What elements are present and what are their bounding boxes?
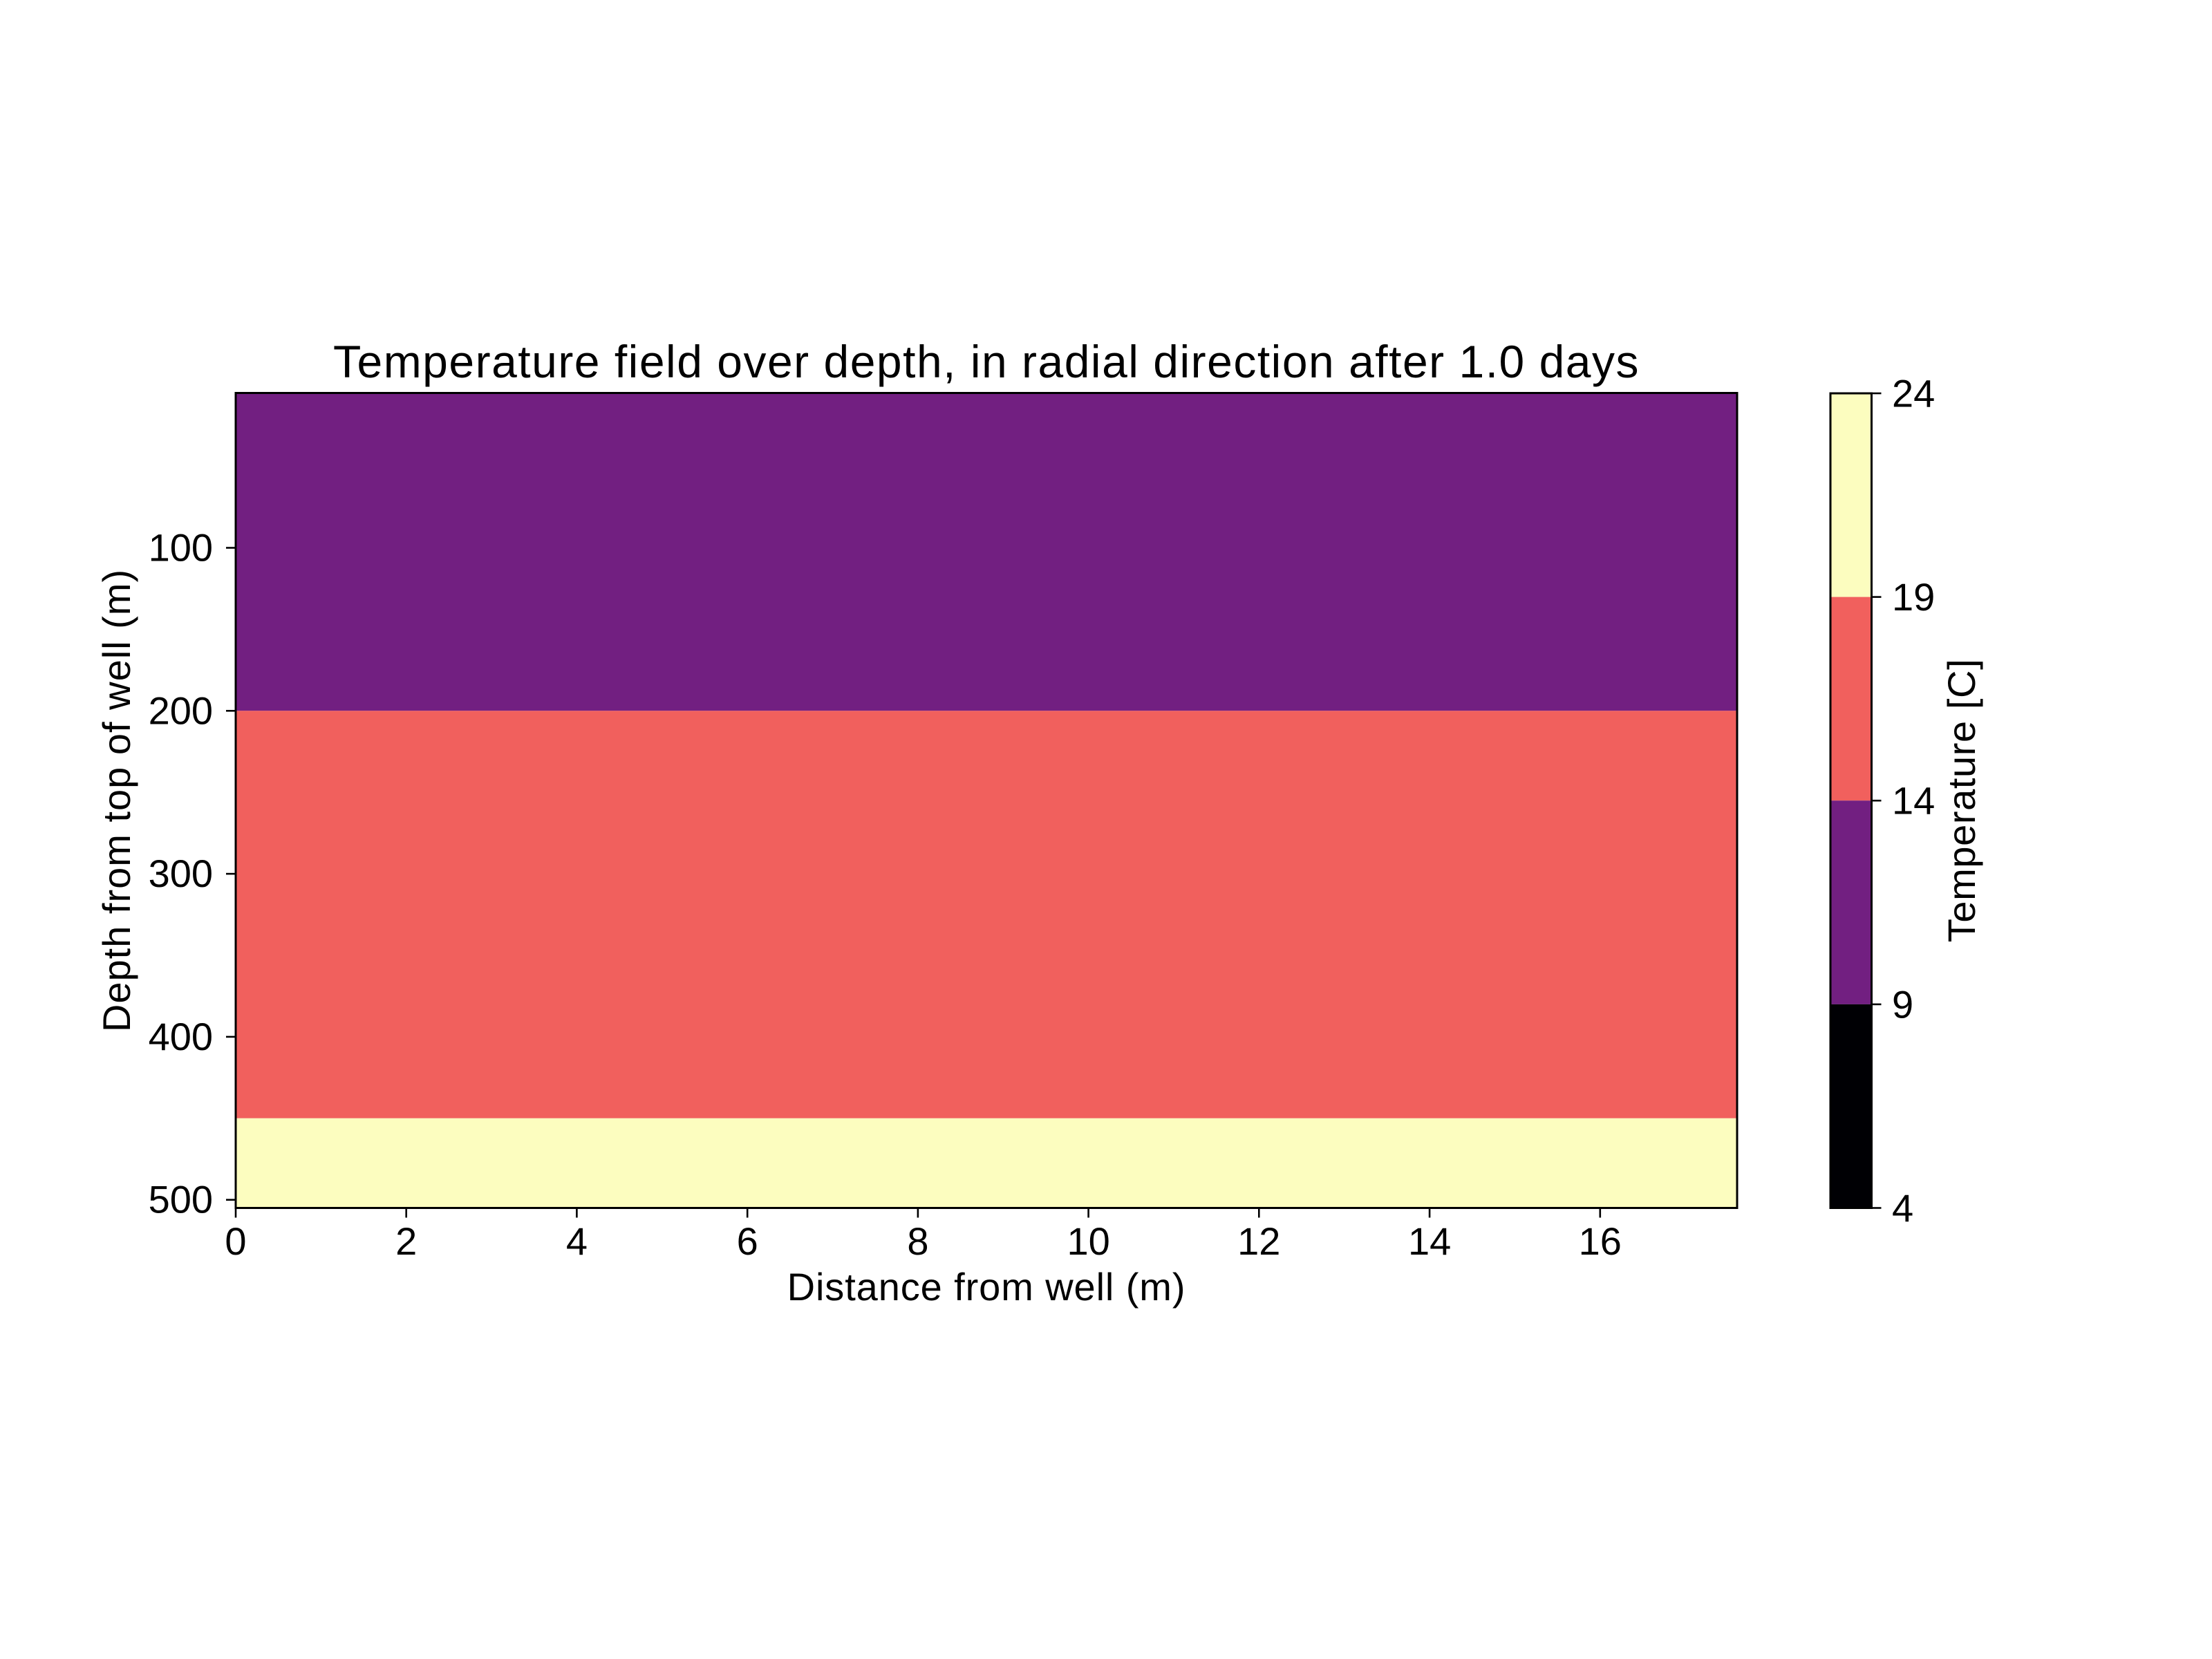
- svg-text:8: 8: [907, 1219, 928, 1263]
- svg-text:24: 24: [1892, 372, 1935, 415]
- svg-text:500: 500: [149, 1178, 213, 1221]
- svg-text:16: 16: [1579, 1219, 1622, 1263]
- svg-text:4: 4: [566, 1219, 588, 1263]
- svg-text:Depth from top of well (m): Depth from top of well (m): [95, 569, 138, 1032]
- svg-text:400: 400: [149, 1015, 213, 1058]
- svg-text:19: 19: [1892, 575, 1935, 619]
- svg-text:10: 10: [1067, 1219, 1109, 1263]
- svg-text:300: 300: [149, 852, 213, 895]
- svg-text:6: 6: [737, 1219, 758, 1263]
- svg-text:4: 4: [1892, 1186, 1913, 1230]
- svg-text:14: 14: [1892, 779, 1935, 823]
- svg-text:Temperature field over depth,: Temperature field over depth, in radial …: [333, 336, 1640, 387]
- svg-text:0: 0: [225, 1219, 246, 1263]
- svg-text:200: 200: [149, 688, 213, 732]
- svg-text:9: 9: [1892, 982, 1913, 1026]
- svg-text:Temperature [C]: Temperature [C]: [1940, 659, 1983, 943]
- svg-text:Distance from well (m): Distance from well (m): [787, 1265, 1186, 1309]
- svg-text:2: 2: [395, 1219, 417, 1263]
- svg-text:100: 100: [149, 526, 213, 570]
- svg-text:14: 14: [1408, 1219, 1451, 1263]
- svg-text:12: 12: [1237, 1219, 1280, 1263]
